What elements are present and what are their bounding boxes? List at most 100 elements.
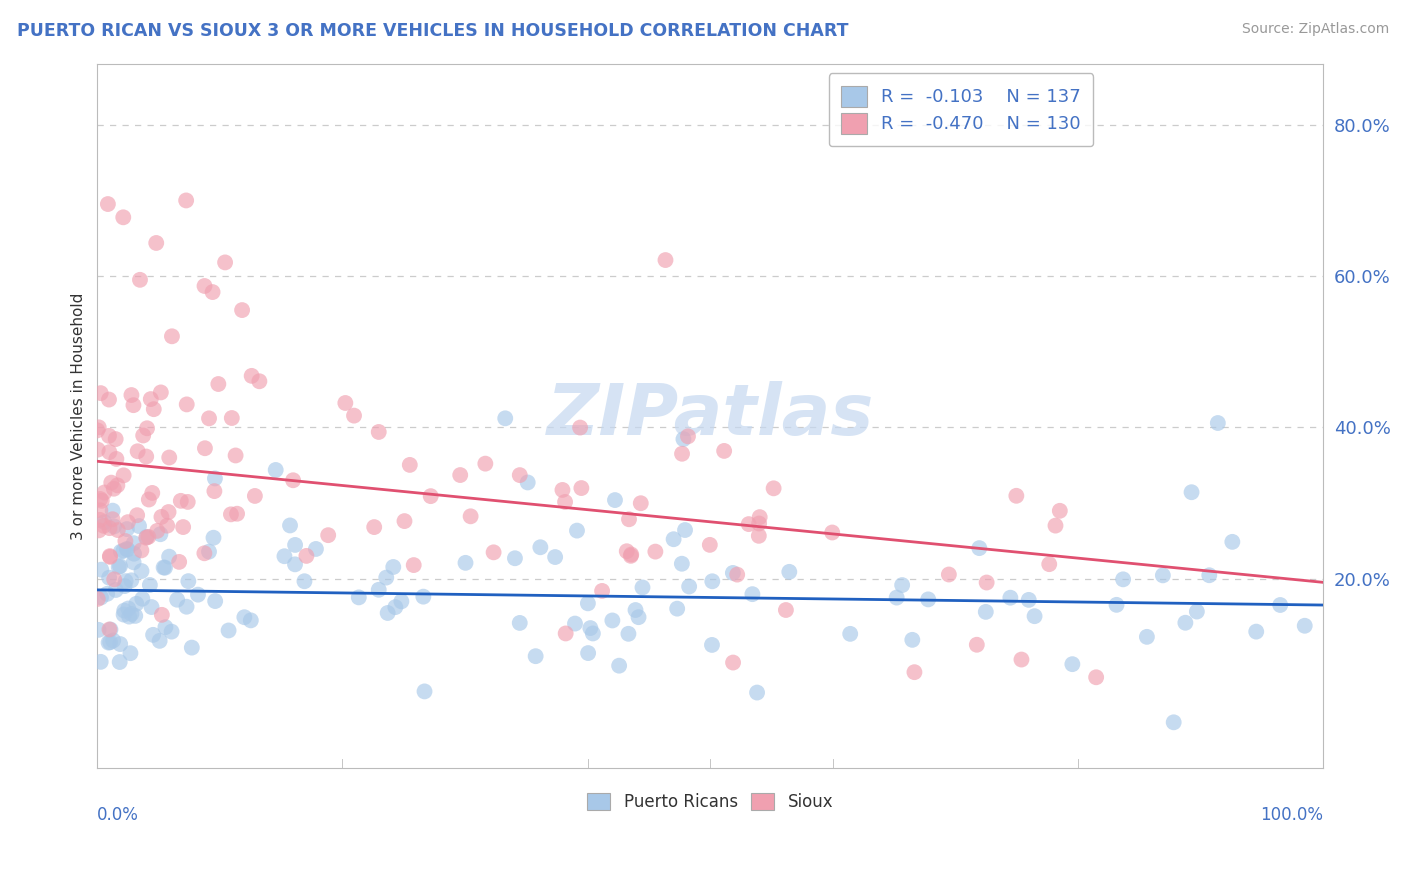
- Point: [141, 486, 163, 500]
- Point: [565, 524, 588, 538]
- Point: [969, 541, 991, 555]
- Point: [193, 279, 215, 293]
- Point: [676, 429, 699, 443]
- Point: [579, 621, 602, 635]
- Point: [1136, 630, 1159, 644]
- Point: [114, 574, 136, 588]
- Point: [139, 392, 162, 406]
- Point: [149, 633, 172, 648]
- Point: [316, 528, 339, 542]
- Point: [90, 591, 112, 605]
- Point: [90, 563, 112, 577]
- Point: [89, 503, 111, 517]
- Point: [1045, 518, 1067, 533]
- Point: [138, 492, 160, 507]
- Point: [294, 574, 316, 589]
- Point: [343, 409, 366, 423]
- Point: [108, 637, 131, 651]
- Point: [569, 481, 592, 495]
- Point: [384, 600, 406, 615]
- Text: Source: ZipAtlas.com: Source: ZipAtlas.com: [1241, 22, 1389, 37]
- Point: [367, 425, 389, 439]
- Point: [1180, 485, 1202, 500]
- Point: [273, 549, 295, 564]
- Point: [93, 515, 115, 529]
- Point: [96, 587, 118, 601]
- Point: [112, 211, 135, 225]
- Point: [389, 594, 412, 608]
- Point: [156, 518, 179, 533]
- Point: [284, 558, 307, 572]
- Point: [620, 548, 643, 562]
- Point: [115, 541, 138, 556]
- Point: [748, 529, 770, 543]
- Point: [233, 610, 256, 624]
- Point: [454, 556, 477, 570]
- Point: [86, 423, 108, 437]
- Point: [1163, 715, 1185, 730]
- Point: [748, 510, 770, 524]
- Point: [554, 495, 576, 509]
- Point: [127, 508, 149, 523]
- Point: [157, 549, 180, 564]
- Point: [98, 549, 121, 564]
- Point: [97, 635, 120, 649]
- Point: [160, 329, 183, 343]
- Point: [509, 468, 531, 483]
- Point: [284, 538, 307, 552]
- Point: [335, 396, 357, 410]
- Point: [976, 575, 998, 590]
- Point: [630, 496, 652, 510]
- Point: [247, 374, 270, 388]
- Point: [891, 578, 914, 592]
- Point: [602, 614, 624, 628]
- Point: [741, 587, 763, 601]
- Point: [125, 597, 148, 611]
- Point: [582, 626, 605, 640]
- Point: [264, 463, 287, 477]
- Point: [103, 633, 125, 648]
- Point: [122, 555, 145, 569]
- Point: [98, 429, 121, 443]
- Point: [225, 449, 247, 463]
- Point: [382, 560, 405, 574]
- Point: [569, 420, 592, 434]
- Point: [624, 603, 647, 617]
- Point: [90, 493, 112, 508]
- Point: [226, 507, 249, 521]
- Point: [544, 549, 567, 564]
- Point: [115, 522, 138, 536]
- Point: [666, 601, 689, 615]
- Point: [145, 235, 167, 250]
- Point: [202, 531, 225, 545]
- Point: [177, 495, 200, 509]
- Point: [204, 471, 226, 485]
- Point: [97, 197, 120, 211]
- Point: [207, 377, 229, 392]
- Point: [176, 397, 198, 411]
- Point: [157, 505, 180, 519]
- Point: [87, 420, 110, 434]
- Point: [122, 398, 145, 412]
- Point: [127, 444, 149, 458]
- Point: [775, 603, 797, 617]
- Point: [103, 519, 125, 533]
- Point: [886, 591, 908, 605]
- Point: [138, 530, 160, 544]
- Point: [104, 432, 127, 446]
- Point: [108, 655, 131, 669]
- Point: [1198, 568, 1220, 582]
- Point: [132, 428, 155, 442]
- Point: [104, 582, 127, 597]
- Point: [152, 560, 174, 574]
- Point: [938, 567, 960, 582]
- Point: [654, 253, 676, 268]
- Point: [1206, 416, 1229, 430]
- Point: [89, 491, 111, 506]
- Point: [131, 543, 153, 558]
- Point: [564, 616, 586, 631]
- Point: [243, 489, 266, 503]
- Point: [1024, 609, 1046, 624]
- Point: [1112, 572, 1135, 586]
- Point: [745, 685, 768, 699]
